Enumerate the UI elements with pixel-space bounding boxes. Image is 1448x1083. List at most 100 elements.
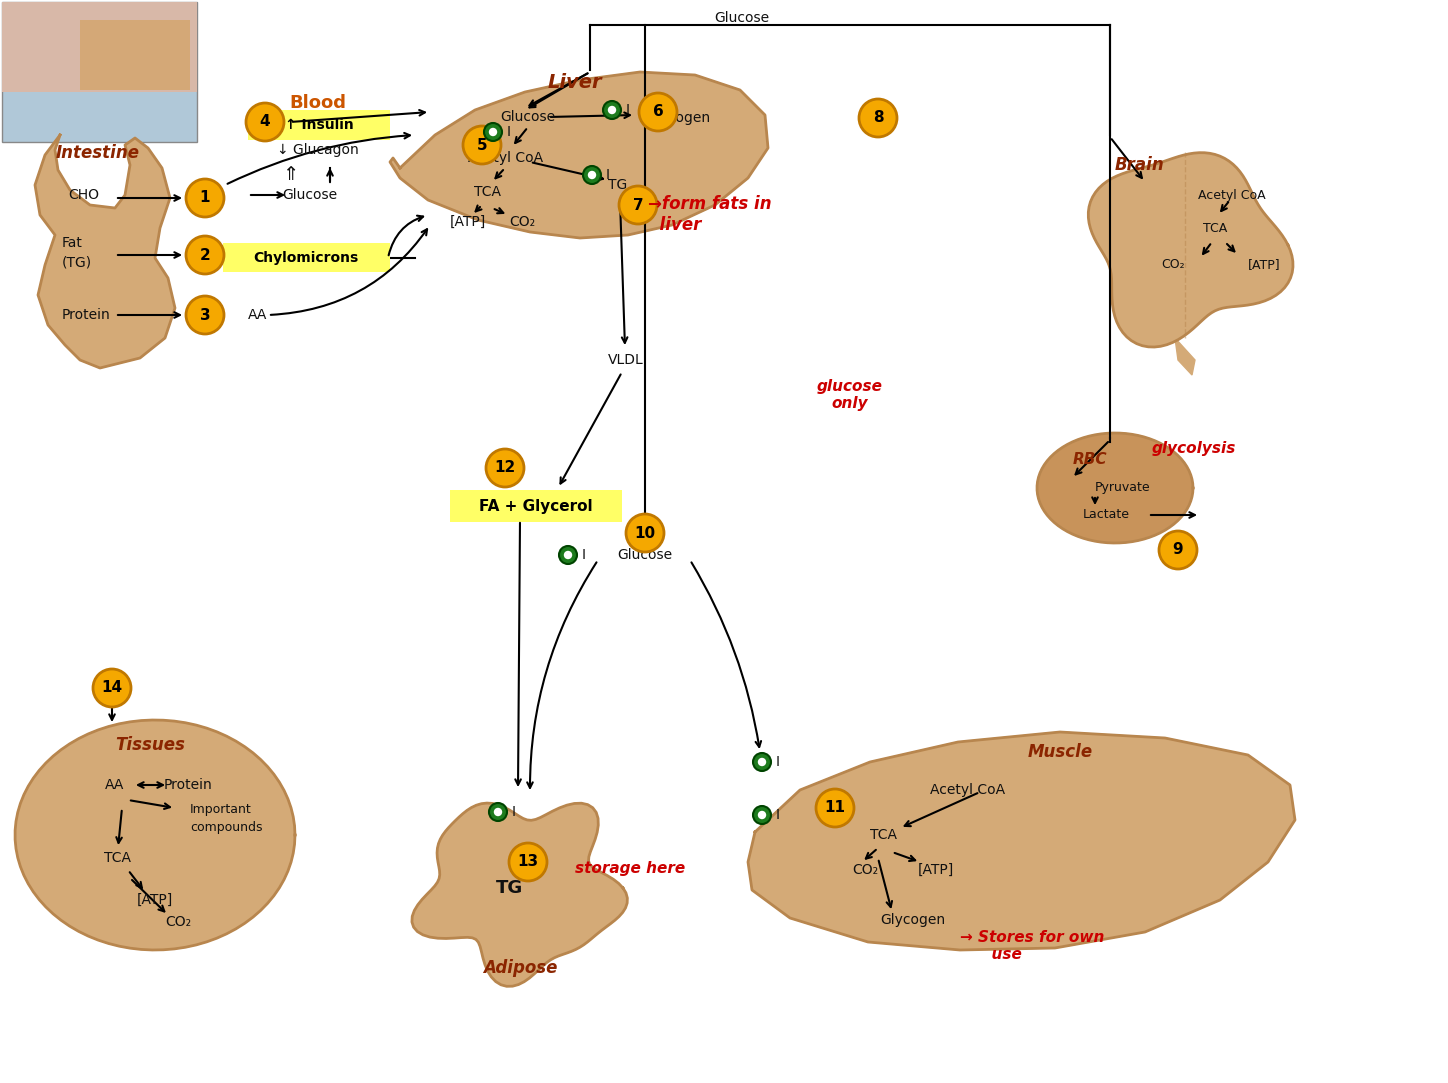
FancyBboxPatch shape	[1, 2, 197, 92]
Text: Pyruvate: Pyruvate	[1095, 481, 1151, 494]
Circle shape	[608, 106, 615, 114]
Circle shape	[753, 753, 770, 771]
Text: Tissues: Tissues	[114, 736, 185, 754]
Text: 2: 2	[200, 248, 210, 262]
Text: I: I	[776, 755, 780, 769]
Text: Brain: Brain	[1115, 156, 1164, 174]
Polygon shape	[411, 804, 627, 987]
Circle shape	[588, 171, 595, 179]
Circle shape	[495, 809, 501, 815]
Circle shape	[602, 101, 621, 119]
Text: Glucose: Glucose	[501, 110, 556, 123]
Polygon shape	[1174, 338, 1195, 375]
Text: AA: AA	[248, 308, 268, 322]
Text: → Stores for own
      use: → Stores for own use	[960, 930, 1105, 963]
Text: RBC: RBC	[1073, 453, 1108, 468]
Text: I: I	[507, 125, 511, 139]
Text: Acetyl CoA: Acetyl CoA	[469, 151, 543, 165]
Circle shape	[185, 296, 224, 334]
Text: Glucose: Glucose	[617, 548, 672, 562]
Text: 4: 4	[259, 115, 271, 130]
Text: Liver: Liver	[547, 73, 602, 91]
Text: [ATP]: [ATP]	[918, 863, 954, 877]
FancyBboxPatch shape	[80, 19, 190, 90]
Text: compounds: compounds	[190, 822, 262, 835]
Text: TG: TG	[497, 879, 524, 897]
Circle shape	[565, 551, 572, 559]
Text: 10: 10	[634, 525, 656, 540]
Text: Lactate: Lactate	[1083, 509, 1129, 522]
Polygon shape	[749, 732, 1295, 950]
Text: CO₂: CO₂	[1161, 259, 1184, 272]
Text: CHO: CHO	[68, 188, 98, 203]
Text: Adipose: Adipose	[482, 960, 557, 977]
Text: 11: 11	[824, 800, 846, 815]
Text: glucose
only: glucose only	[817, 379, 883, 412]
Text: [ATP]: [ATP]	[450, 216, 487, 229]
FancyBboxPatch shape	[1, 2, 197, 142]
Text: TCA: TCA	[104, 851, 132, 865]
Circle shape	[859, 99, 896, 138]
Circle shape	[626, 514, 665, 552]
Text: Muscle: Muscle	[1028, 743, 1093, 761]
Text: 9: 9	[1173, 543, 1183, 558]
Text: TCA: TCA	[1203, 222, 1226, 235]
Circle shape	[753, 806, 770, 824]
Text: I: I	[626, 103, 630, 117]
Text: Glycogen: Glycogen	[646, 110, 711, 125]
Circle shape	[1158, 531, 1197, 569]
Circle shape	[484, 123, 502, 141]
Circle shape	[463, 126, 501, 164]
Text: AA: AA	[106, 778, 125, 792]
Text: Protein: Protein	[164, 778, 213, 792]
Text: I: I	[607, 168, 610, 182]
Polygon shape	[1037, 433, 1193, 543]
Text: ↓ Glucagon: ↓ Glucagon	[277, 143, 359, 157]
Circle shape	[618, 186, 657, 224]
Circle shape	[559, 546, 576, 564]
Text: Chylomicrons: Chylomicrons	[253, 251, 359, 265]
Text: I: I	[776, 808, 780, 822]
Circle shape	[489, 803, 507, 821]
Circle shape	[510, 843, 547, 880]
Text: (TG): (TG)	[62, 255, 93, 269]
Text: VLDL: VLDL	[608, 353, 644, 367]
Text: CO₂: CO₂	[165, 915, 191, 929]
Circle shape	[759, 758, 766, 766]
FancyBboxPatch shape	[248, 110, 390, 140]
Text: 7: 7	[633, 197, 643, 212]
Text: CO₂: CO₂	[508, 216, 536, 229]
Text: Fat: Fat	[62, 236, 83, 250]
Text: 6: 6	[653, 104, 663, 119]
Text: Acetyl CoA: Acetyl CoA	[1197, 188, 1266, 201]
Text: glycolysis: glycolysis	[1153, 441, 1237, 456]
Text: 13: 13	[517, 854, 539, 870]
Circle shape	[93, 669, 130, 707]
Text: [ATP]: [ATP]	[1248, 259, 1280, 272]
FancyBboxPatch shape	[450, 490, 623, 522]
Text: [ATP]: [ATP]	[138, 893, 174, 906]
Text: Acetyl CoA: Acetyl CoA	[930, 783, 1005, 797]
Text: 12: 12	[494, 460, 515, 475]
Text: 3: 3	[200, 308, 210, 323]
Text: 14: 14	[101, 680, 123, 695]
Circle shape	[817, 790, 854, 827]
Circle shape	[639, 93, 678, 131]
Text: →form fats in
  liver: →form fats in liver	[649, 195, 772, 234]
FancyBboxPatch shape	[223, 243, 390, 272]
Circle shape	[185, 236, 224, 274]
Circle shape	[246, 103, 284, 141]
Text: TCA: TCA	[475, 185, 501, 199]
Text: Intestine: Intestine	[56, 144, 140, 162]
Text: Important: Important	[190, 804, 252, 817]
Text: Glucose: Glucose	[282, 188, 337, 203]
Text: I: I	[513, 805, 515, 819]
Circle shape	[487, 449, 524, 487]
Text: FA + Glycerol: FA + Glycerol	[479, 498, 592, 513]
Text: Protein: Protein	[62, 308, 110, 322]
Circle shape	[185, 179, 224, 217]
Circle shape	[759, 811, 766, 819]
Text: Glycogen: Glycogen	[880, 913, 946, 927]
Text: 1: 1	[200, 191, 210, 206]
Text: 8: 8	[873, 110, 883, 126]
